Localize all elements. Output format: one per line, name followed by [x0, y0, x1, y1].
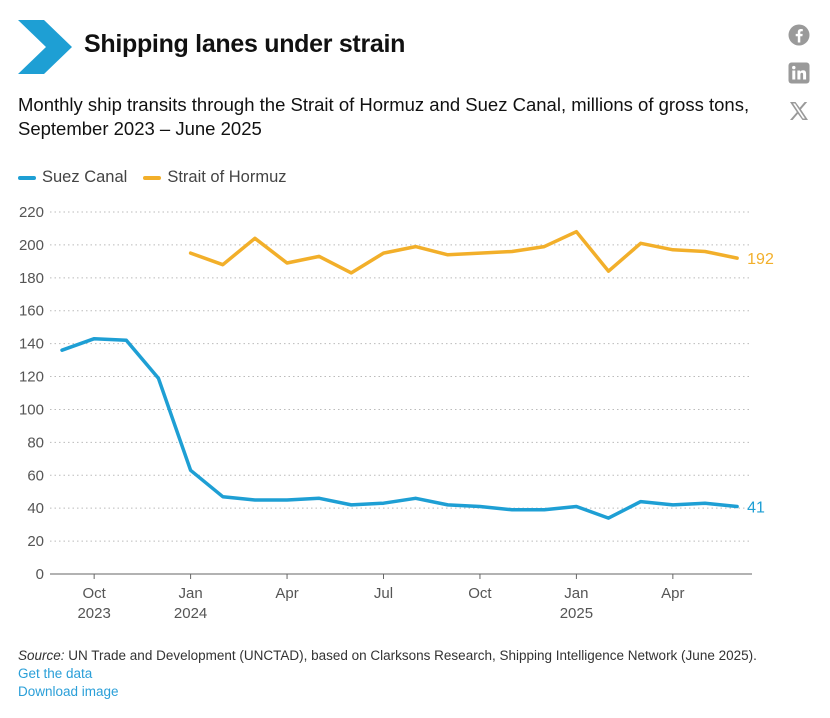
y-tick-label-60: 60	[27, 467, 44, 484]
end-label-hormuz: 192	[747, 251, 774, 268]
y-tick-label-40: 40	[27, 500, 44, 517]
x-share-button[interactable]	[788, 100, 810, 122]
facebook-icon	[788, 24, 810, 46]
x-tick-year-2023-10: 2023	[77, 605, 110, 622]
legend-label-suez: Suez Canal	[42, 168, 128, 186]
source-label: Source:	[18, 648, 65, 663]
x-tick-label-2025-01: Jan	[564, 585, 588, 602]
x-tick-label-2024-01: Jan	[179, 585, 203, 602]
legend-swatch-suez	[18, 175, 36, 180]
linkedin-icon	[788, 62, 810, 84]
logo-chevron-icon	[18, 20, 72, 74]
x-tick-year-2024-01: 2024	[174, 605, 207, 622]
x-icon	[790, 102, 808, 120]
end-label-suez: 41	[747, 500, 765, 517]
series-line-suez	[60, 336, 739, 520]
y-tick-label-100: 100	[19, 401, 44, 418]
y-tick-label-160: 160	[19, 303, 44, 320]
chart-legend: Suez Canal Strait of Hormuz	[18, 168, 287, 187]
get-data-link[interactable]: Get the data	[18, 666, 93, 681]
x-tick-label-2024-07: Jul	[374, 585, 393, 602]
legend-item-hormuz: Strait of Hormuz	[143, 168, 287, 187]
chart-subtitle: Monthly ship transits through the Strait…	[18, 94, 750, 139]
y-tick-label-220: 220	[19, 204, 44, 221]
x-tick-label-2023-10: Oct	[82, 585, 106, 602]
line-chart: 0 20 40 60 80 100 120 140 160 180 200 220 Oct 2023 Jan…	[19, 204, 774, 622]
page-title: Shipping lanes under strain	[84, 30, 406, 58]
x-tick-label-2024-04: Apr	[275, 585, 298, 602]
x-tick-year-2025-01: 2025	[560, 605, 593, 622]
series-line-hormuz	[188, 229, 739, 275]
x-tick-label-2024-10: Oct	[468, 585, 492, 602]
y-tick-label-120: 120	[19, 369, 44, 386]
download-image-link[interactable]: Download image	[18, 684, 119, 699]
legend-label-hormuz: Strait of Hormuz	[167, 168, 287, 186]
source-text: UN Trade and Development (UNCTAD), based…	[64, 648, 757, 663]
linkedin-share-button[interactable]	[788, 62, 810, 84]
y-tick-label-180: 180	[19, 270, 44, 287]
y-tick-label-200: 200	[19, 237, 44, 254]
y-tick-label-0: 0	[36, 566, 44, 583]
y-tick-label-140: 140	[19, 336, 44, 353]
y-tick-label-80: 80	[27, 434, 44, 451]
legend-item-suez: Suez Canal	[18, 168, 127, 187]
x-tick-label-2025-04: Apr	[661, 585, 684, 602]
facebook-share-button[interactable]	[788, 24, 810, 46]
y-tick-label-20: 20	[27, 533, 44, 550]
legend-swatch-hormuz	[143, 175, 162, 180]
source-note: Source: UN Trade and Development (UNCTAD…	[18, 648, 757, 663]
